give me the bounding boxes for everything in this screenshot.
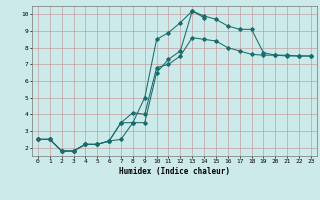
X-axis label: Humidex (Indice chaleur): Humidex (Indice chaleur) bbox=[119, 167, 230, 176]
